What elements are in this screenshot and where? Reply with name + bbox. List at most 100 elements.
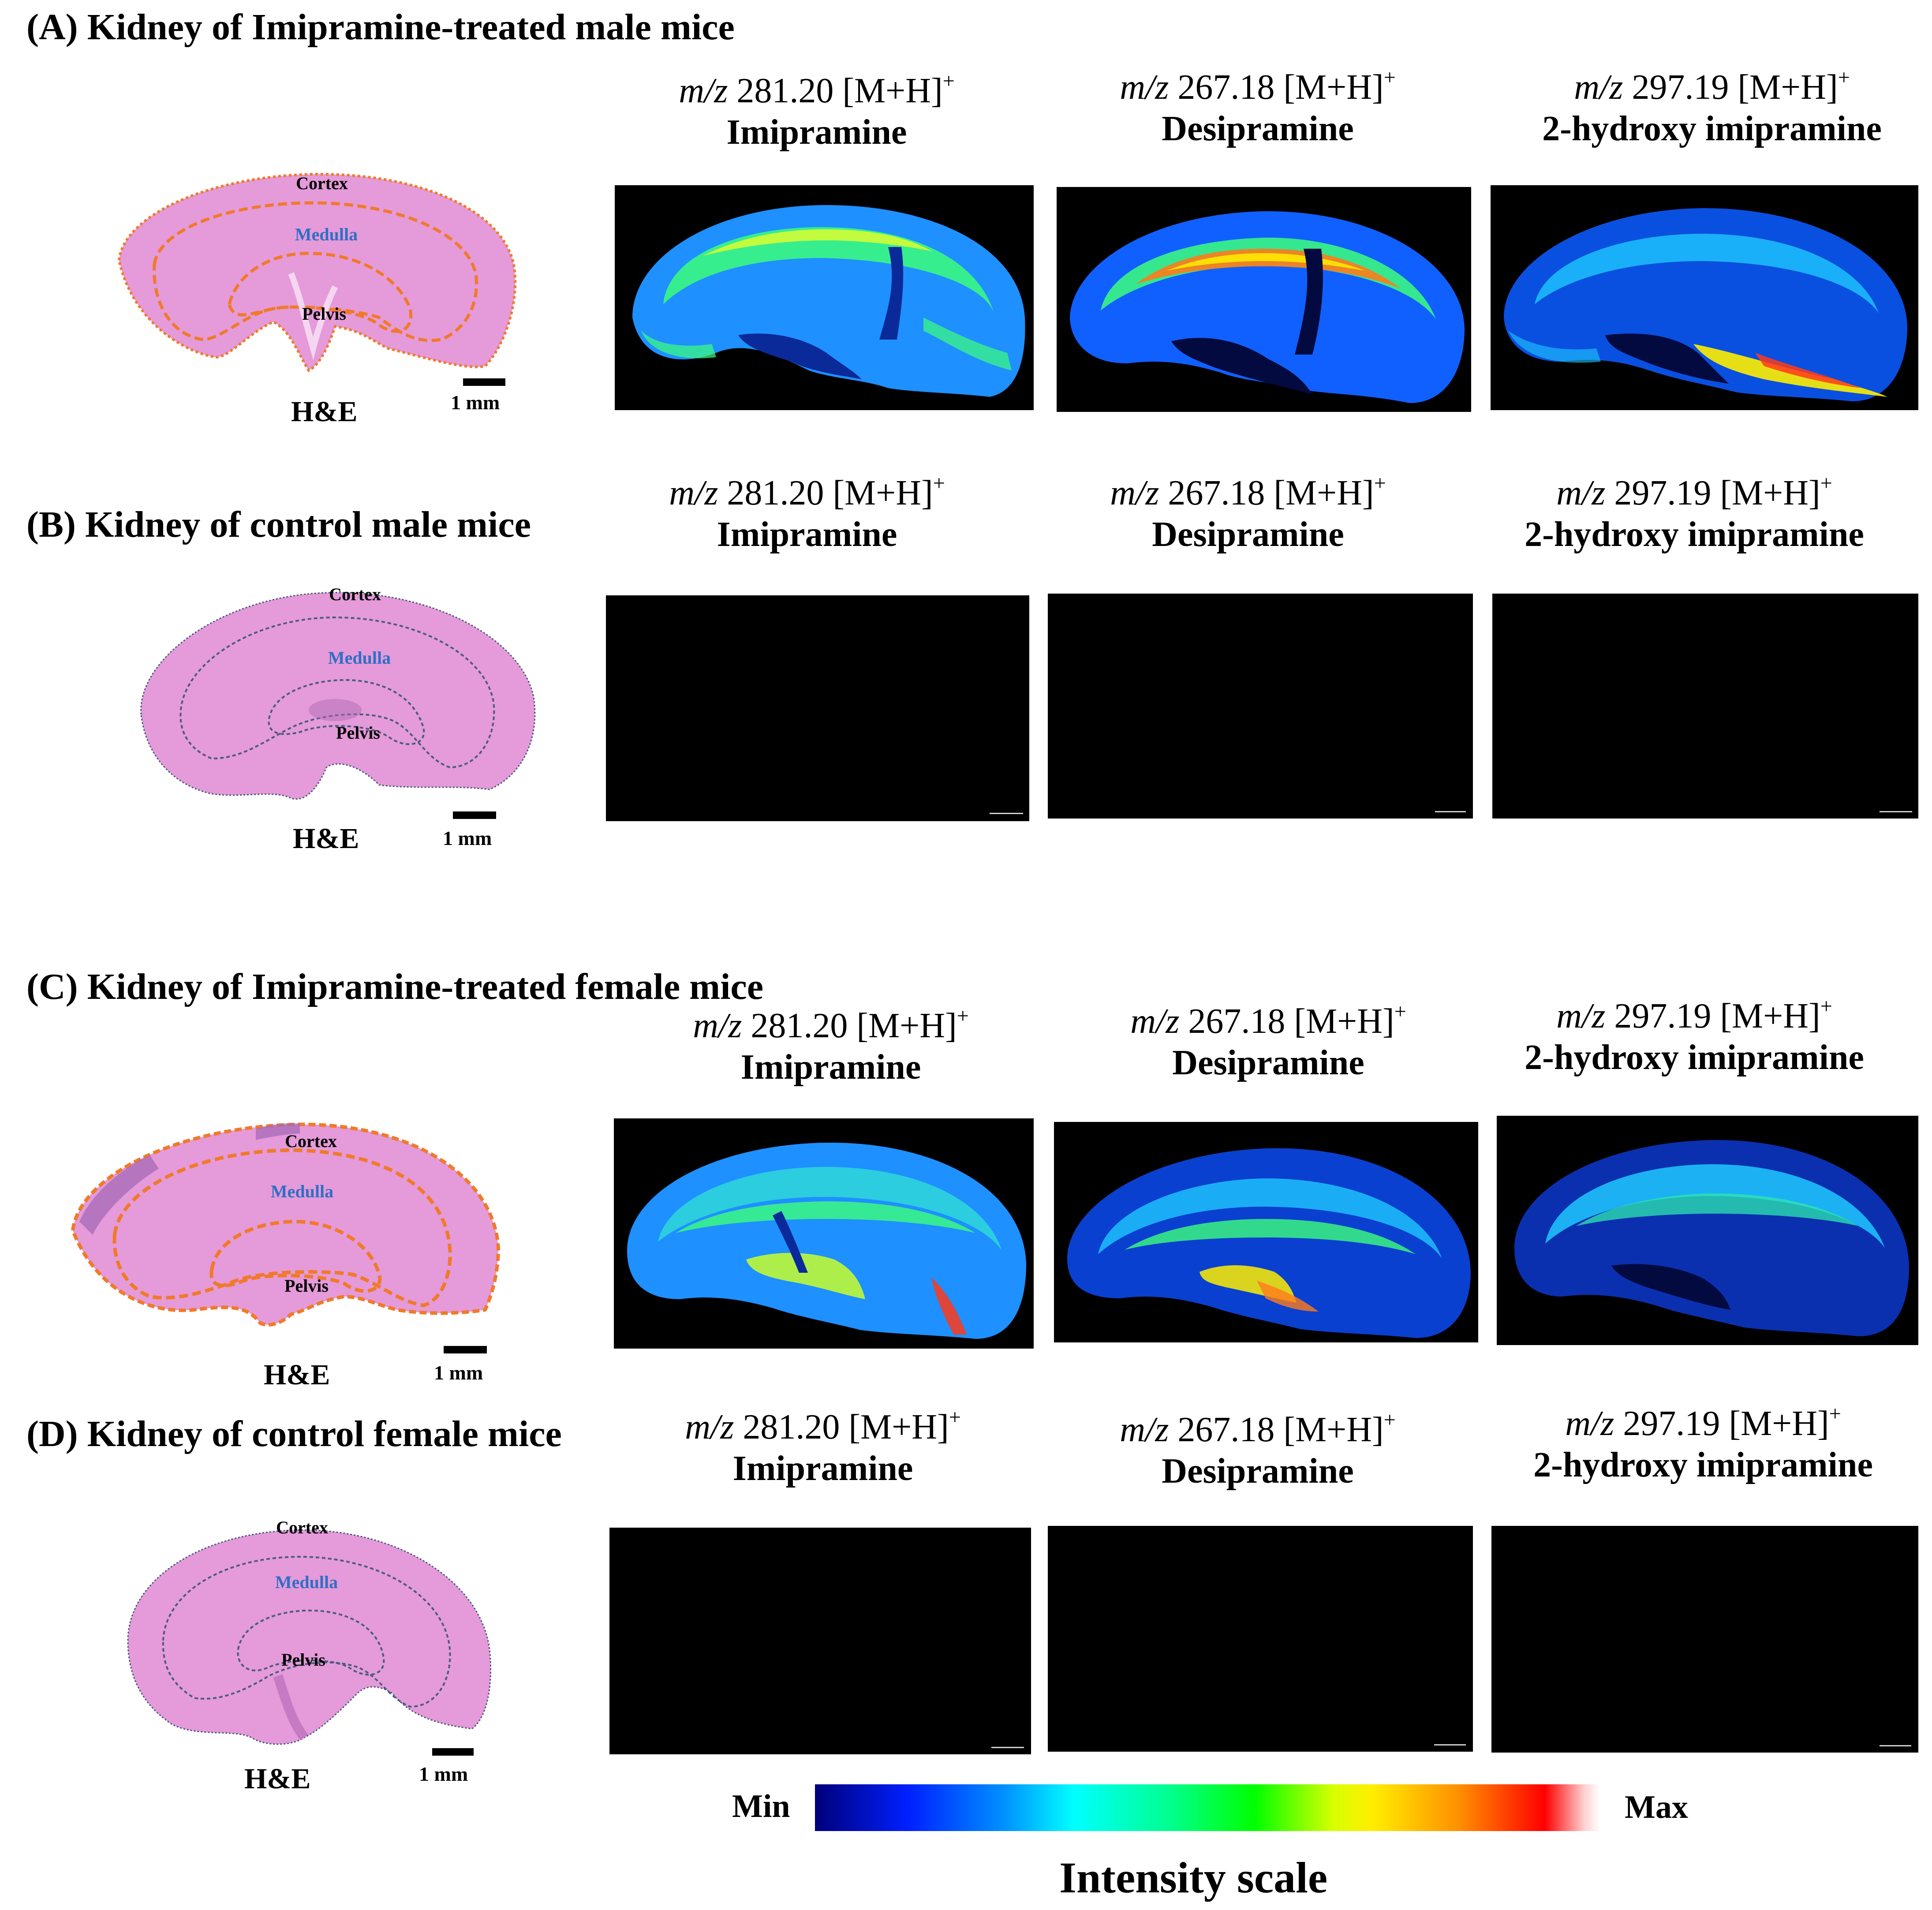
scale-bar-c [444, 1346, 487, 1353]
header-b-2-hydroxy-imipramine: m/z 297.19 [M+H]+ 2-hydroxy imipramine [1478, 471, 1910, 556]
he-kidney-c: Cortex Medulla Pelvis [62, 1116, 503, 1336]
mz-label: m/z 297.19 [M+H]+ [1574, 66, 1850, 107]
compound-name: 2-hydroxy imipramine [1533, 1446, 1873, 1484]
mz-label: m/z 281.20 [M+H]+ [685, 1405, 961, 1447]
compound-name: Imipramine [732, 1449, 913, 1488]
panel-b-title: (B) Kidney of control male mice [26, 504, 531, 545]
cortex-label: Cortex [329, 584, 381, 604]
msi-image-b-desipramine [1048, 594, 1473, 819]
header-a-imipramine: m/z 281.20 [M+H]+ Imipramine [601, 69, 1033, 153]
he-label-b: H&E [293, 822, 359, 855]
header-d-imipramine: m/z 281.20 [M+H]+ Imipramine [607, 1405, 1039, 1490]
medulla-label: Medulla [328, 648, 391, 668]
he-label-c: H&E [264, 1359, 330, 1391]
pelvis-label: Pelvis [336, 723, 380, 743]
panel-a-title: (A) Kidney of Imipramine-treated male mi… [26, 7, 735, 48]
msi-scale-mark [1434, 1744, 1466, 1746]
heatmap-image [1070, 211, 1465, 403]
heatmap-image [1514, 1140, 1909, 1336]
scale-text-c: 1 mm [434, 1361, 483, 1384]
heatmap-image [1067, 1148, 1471, 1338]
compound-name: Desipramine [1152, 515, 1344, 554]
kidney-section-image [71, 1122, 501, 1327]
scale-text-b: 1 mm [443, 827, 492, 849]
compound-name: Desipramine [1162, 1452, 1354, 1491]
msi-image-c-desipramine [1054, 1122, 1478, 1342]
he-kidney-a: Cortex Medulla Pelvis [106, 163, 525, 375]
kidney-section-image [127, 1529, 492, 1745]
mz-label: m/z 267.18 [M+H]+ [1110, 471, 1386, 512]
header-b-imipramine: m/z 281.20 [M+H]+ Imipramine [591, 471, 1023, 556]
he-kidney-d: Cortex Medulla Pelvis [119, 1517, 498, 1751]
scale-bar-d [432, 1748, 474, 1756]
mz-label: m/z 297.19 [M+H]+ [1565, 1402, 1841, 1443]
msi-scale-mark [1880, 811, 1912, 812]
msi-image-d-desipramine [1048, 1526, 1473, 1752]
mz-label: m/z 297.19 [M+H]+ [1556, 994, 1832, 1035]
mz-label: m/z 297.19 [M+H]+ [1556, 471, 1832, 512]
heatmap-image [1504, 208, 1907, 401]
mz-label: m/z 281.20 [M+H]+ [679, 69, 955, 110]
compound-name: Desipramine [1172, 1043, 1364, 1082]
header-c-desipramine: m/z 267.18 [M+H]+ Desipramine [1052, 1000, 1484, 1084]
he-label-a: H&E [291, 396, 358, 428]
msi-image-b-imipramine [606, 595, 1029, 821]
header-c-imipramine: m/z 281.20 [M+H]+ Imipramine [615, 1004, 1047, 1088]
heatmap-image [627, 1142, 1026, 1339]
msi-image-d-imipramine [609, 1528, 1031, 1754]
compound-name: 2-hydroxy imipramine [1542, 109, 1882, 148]
msi-scale-mark [1435, 811, 1466, 812]
msi-scale-mark [991, 1747, 1024, 1748]
kidney-section-image [140, 592, 536, 800]
pelvis-label: Pelvis [284, 1276, 329, 1296]
cortex-label: Cortex [276, 1518, 328, 1537]
mz-label: m/z 281.20 [M+H]+ [693, 1004, 969, 1045]
msi-scale-mark [1880, 1745, 1911, 1746]
panel-d-title: (D) Kidney of control female mice [26, 1413, 562, 1454]
pelvis-label: Pelvis [302, 304, 346, 324]
msi-scale-mark [990, 813, 1023, 814]
medulla-label: Medulla [270, 1181, 334, 1201]
mz-label: m/z 267.18 [M+H]+ [1130, 1000, 1406, 1041]
mz-label: m/z 267.18 [M+H]+ [1120, 1408, 1396, 1449]
he-kidney-b: Cortex Medulla Pelvis [132, 582, 542, 807]
medulla-label: Medulla [275, 1572, 338, 1592]
msi-image-b-2-hydroxy-imipramine [1492, 594, 1918, 819]
header-b-desipramine: m/z 267.18 [M+H]+ Desipramine [1032, 471, 1464, 556]
intensity-max-label: Max [1625, 1789, 1688, 1825]
heatmap-image [632, 205, 1025, 397]
header-d-desipramine: m/z 267.18 [M+H]+ Desipramine [1042, 1408, 1474, 1492]
scale-text-a: 1 mm [451, 391, 500, 414]
kidney-section-image [117, 172, 517, 372]
compound-name: Desipramine [1162, 109, 1354, 148]
header-c-2-hydroxy-imipramine: m/z 297.19 [M+H]+ 2-hydroxy imipramine [1478, 994, 1910, 1079]
header-a-desipramine: m/z 267.18 [M+H]+ Desipramine [1042, 66, 1474, 150]
intensity-min-label: Min [732, 1788, 790, 1824]
he-label-d: H&E [244, 1763, 311, 1795]
intensity-scale-title: Intensity scale [1059, 1853, 1328, 1902]
msi-image-a-desipramine [1057, 187, 1471, 412]
msi-image-a-2-hydroxy-imipramine [1491, 185, 1918, 410]
compound-name: Imipramine [717, 515, 897, 554]
msi-image-c-2-hydroxy-imipramine [1497, 1116, 1918, 1345]
pelvis-label: Pelvis [281, 1650, 325, 1670]
medulla-label: Medulla [295, 224, 358, 244]
scale-text-d: 1 mm [419, 1763, 468, 1785]
compound-name: Imipramine [740, 1048, 921, 1087]
msi-image-c-imipramine [614, 1118, 1034, 1349]
header-d-2-hydroxy-imipramine: m/z 297.19 [M+H]+ 2-hydroxy imipramine [1487, 1402, 1919, 1486]
compound-name: 2-hydroxy imipramine [1525, 515, 1864, 554]
compound-name: 2-hydroxy imipramine [1525, 1038, 1864, 1077]
mz-label: m/z 267.18 [M+H]+ [1120, 66, 1396, 107]
cortex-label: Cortex [285, 1131, 337, 1151]
msi-image-a-imipramine [615, 185, 1034, 410]
cortex-label: Cortex [296, 173, 348, 193]
mz-label: m/z 281.20 [M+H]+ [669, 471, 945, 512]
msi-image-d-2-hydroxy-imipramine [1491, 1526, 1918, 1753]
scale-bar-b [453, 811, 496, 819]
header-a-2-hydroxy-imipramine: m/z 297.19 [M+H]+ 2-hydroxy imipramine [1496, 66, 1928, 150]
intensity-colorbar [815, 1784, 1600, 1831]
panel-c-title: (C) Kidney of Imipramine-treated female … [26, 966, 763, 1007]
scale-bar-a [463, 378, 505, 386]
compound-name: Imipramine [726, 113, 907, 152]
